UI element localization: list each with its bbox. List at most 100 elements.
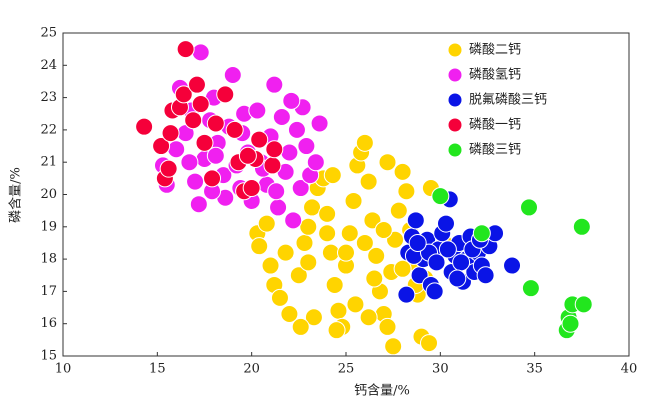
scatter-point <box>425 282 444 301</box>
scatter-point <box>365 269 384 288</box>
scatter-point <box>359 308 378 327</box>
scatter-point <box>295 233 314 252</box>
scatter-point <box>427 253 446 272</box>
scatter-point <box>203 169 222 188</box>
scatter-point <box>248 101 267 120</box>
scatter-point <box>520 198 539 217</box>
y-tick-label: 16 <box>40 316 57 331</box>
x-tick-label: 20 <box>243 362 260 377</box>
scatter-point <box>186 172 205 191</box>
scatter-point <box>367 246 386 265</box>
scatter-point <box>329 301 348 320</box>
scatter-point <box>355 133 374 152</box>
scatter-point <box>378 153 397 172</box>
scatter-point <box>191 43 210 62</box>
scatter-point <box>325 275 344 294</box>
scatter-point <box>272 107 291 126</box>
scatter-point <box>384 337 403 356</box>
scatter-point <box>306 153 325 172</box>
legend-marker <box>448 143 462 157</box>
scatter-point <box>270 288 289 307</box>
scatter-point <box>187 75 206 94</box>
scatter-point <box>242 179 261 198</box>
scatter-point <box>378 317 397 336</box>
scatter-point <box>167 140 186 159</box>
scatter-point <box>303 198 322 217</box>
scatter-point <box>448 269 467 288</box>
scatter-point <box>323 166 342 185</box>
scatter-point <box>436 214 455 233</box>
scatter-point <box>184 111 203 130</box>
scatter-point <box>393 162 412 181</box>
x-tick-label: 10 <box>55 362 72 377</box>
scatter-point <box>321 243 340 262</box>
y-tick-label: 22 <box>40 122 57 137</box>
legend-label: 磷酸一钙 <box>469 118 521 133</box>
scatter-point <box>223 65 242 84</box>
x-tick-label: 35 <box>526 362 543 377</box>
scatter-point <box>289 266 308 285</box>
legend-marker <box>448 93 462 107</box>
scatter-point <box>265 140 284 159</box>
scatter-point <box>420 334 439 353</box>
x-tick-label: 40 <box>621 362 638 377</box>
scatter-point <box>250 130 269 149</box>
x-tick-label: 30 <box>432 362 449 377</box>
scatter-point <box>216 85 235 104</box>
y-tick-label: 18 <box>40 252 57 267</box>
scatter-point <box>397 182 416 201</box>
scatter-point <box>572 217 591 236</box>
scatter-point <box>174 85 193 104</box>
scatter-point <box>180 153 199 172</box>
y-tick-label: 24 <box>40 58 57 73</box>
scatter-point <box>397 285 416 304</box>
legend-label: 磷酸三钙 <box>469 143 521 158</box>
scatter-point <box>291 317 310 336</box>
scatter-point <box>261 256 280 275</box>
scatter-point <box>280 305 299 324</box>
scatter-point <box>267 182 286 201</box>
scatter-point <box>393 259 412 278</box>
legend-marker <box>448 118 462 132</box>
scatter-point <box>195 133 214 152</box>
scatter-point <box>176 40 195 59</box>
scatter-point <box>280 143 299 162</box>
scatter-point <box>282 91 301 110</box>
y-tick-label: 17 <box>40 284 57 299</box>
scatter-point <box>304 308 323 327</box>
scatter-point <box>438 240 457 259</box>
scatter-point <box>287 120 306 139</box>
scatter-point <box>284 211 303 230</box>
legend-marker <box>448 68 462 82</box>
scatter-point <box>238 146 257 165</box>
scatter-point <box>161 124 180 143</box>
scatter-point <box>344 191 363 210</box>
scatter-point <box>318 224 337 243</box>
y-tick-label: 21 <box>40 155 57 170</box>
scatter-point <box>189 195 208 214</box>
scatter-point <box>561 314 580 333</box>
scatter-point <box>340 224 359 243</box>
scatter-point <box>406 211 425 230</box>
x-axis-label: 钙含量/% <box>354 383 410 399</box>
scatter-point <box>250 237 269 256</box>
y-tick-label: 20 <box>40 187 57 202</box>
scatter-point <box>159 159 178 178</box>
scatter-point <box>574 295 593 314</box>
y-axis-label: 磷含量/% <box>8 167 24 223</box>
scatter-point <box>269 198 288 217</box>
scatter-point <box>359 172 378 191</box>
scatter-point <box>374 221 393 240</box>
legend-label: 脱氟磷酸三钙 <box>469 93 547 108</box>
scatter-point <box>265 75 284 94</box>
legend-marker <box>448 43 462 57</box>
scatter-point <box>346 295 365 314</box>
scatter-point <box>263 156 282 175</box>
y-tick-label: 19 <box>40 219 57 234</box>
y-tick-label: 25 <box>40 26 57 41</box>
scatter-point <box>152 137 171 156</box>
scatter-point <box>291 179 310 198</box>
scatter-point <box>327 321 346 340</box>
y-tick-label: 15 <box>40 349 57 364</box>
legend-label: 磷酸氢钙 <box>469 68 521 83</box>
